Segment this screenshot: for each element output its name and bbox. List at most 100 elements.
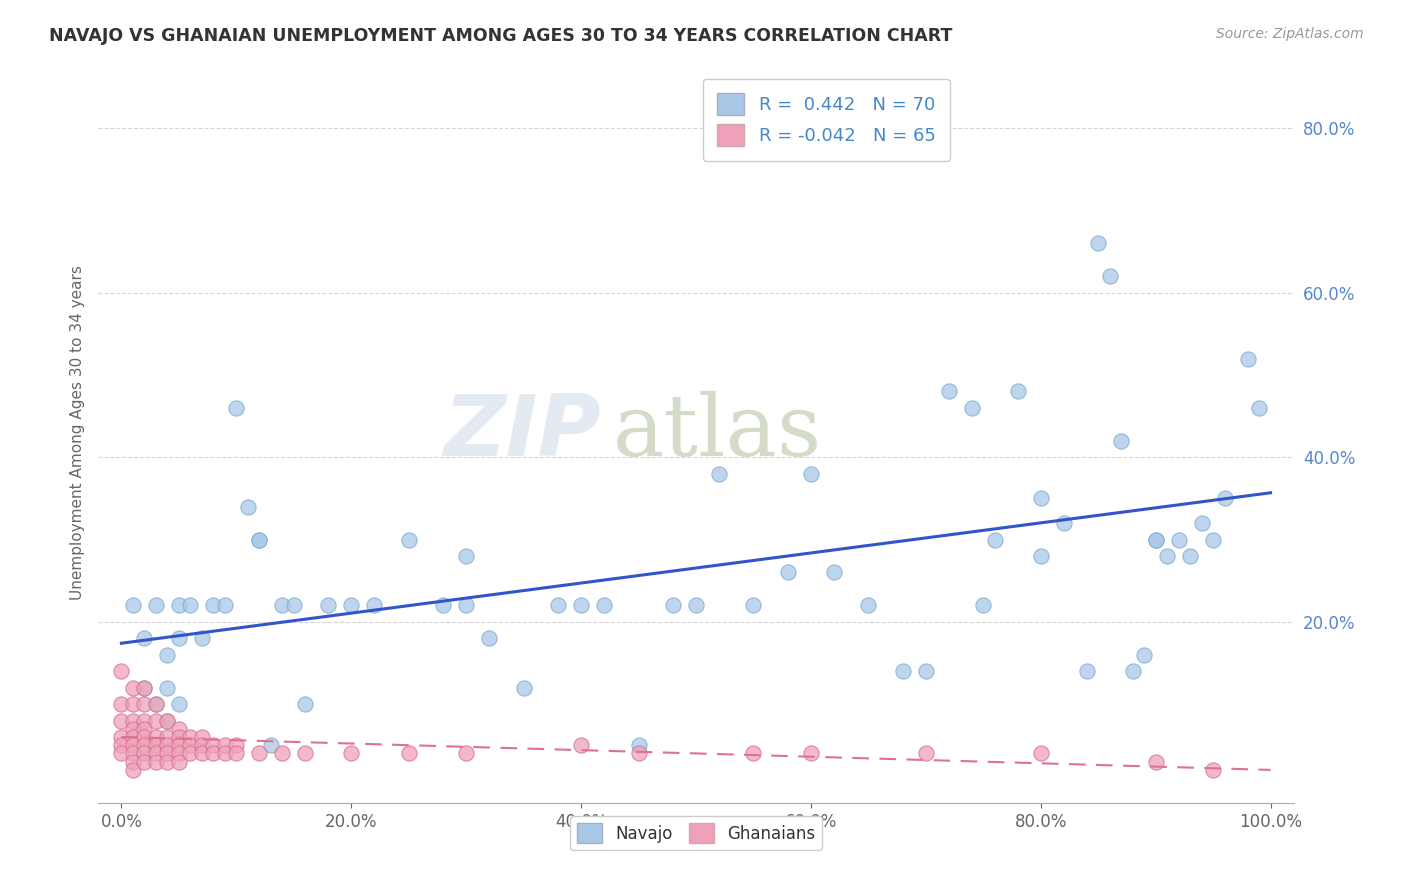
Point bbox=[1213, 491, 1236, 506]
Point bbox=[110, 730, 132, 744]
Point bbox=[156, 714, 179, 728]
Point bbox=[260, 738, 283, 752]
Point bbox=[294, 697, 316, 711]
Point bbox=[156, 730, 179, 744]
Point bbox=[1098, 269, 1121, 284]
Point bbox=[1109, 434, 1132, 448]
Point bbox=[202, 747, 225, 761]
Point bbox=[236, 500, 259, 514]
Point bbox=[134, 681, 156, 695]
Point bbox=[156, 681, 179, 695]
Point bbox=[225, 401, 247, 415]
Point bbox=[110, 714, 132, 728]
Text: atlas: atlas bbox=[613, 391, 821, 475]
Point bbox=[1076, 664, 1098, 678]
Point bbox=[191, 738, 214, 752]
Point bbox=[547, 599, 569, 613]
Point bbox=[156, 738, 179, 752]
Point bbox=[891, 664, 914, 678]
Point bbox=[145, 755, 167, 769]
Point bbox=[363, 599, 385, 613]
Point bbox=[1007, 384, 1029, 399]
Point bbox=[225, 738, 247, 752]
Point bbox=[1133, 648, 1156, 662]
Point bbox=[478, 632, 501, 646]
Point bbox=[984, 533, 1007, 547]
Point bbox=[1087, 236, 1109, 251]
Point bbox=[134, 714, 156, 728]
Point bbox=[134, 738, 156, 752]
Point bbox=[707, 467, 730, 481]
Point bbox=[1144, 755, 1167, 769]
Point bbox=[1156, 549, 1178, 563]
Point bbox=[340, 747, 363, 761]
Point bbox=[960, 401, 983, 415]
Point bbox=[914, 664, 936, 678]
Point bbox=[456, 747, 478, 761]
Point bbox=[972, 599, 994, 613]
Point bbox=[294, 747, 316, 761]
Point bbox=[271, 599, 294, 613]
Point bbox=[569, 738, 592, 752]
Point bbox=[110, 697, 132, 711]
Point bbox=[225, 747, 247, 761]
Point bbox=[685, 599, 707, 613]
Point bbox=[122, 714, 145, 728]
Point bbox=[191, 632, 214, 646]
Point bbox=[145, 697, 167, 711]
Legend: Navajo, Ghanaians: Navajo, Ghanaians bbox=[569, 816, 823, 850]
Point bbox=[914, 747, 936, 761]
Point bbox=[398, 533, 420, 547]
Point bbox=[134, 681, 156, 695]
Text: NAVAJO VS GHANAIAN UNEMPLOYMENT AMONG AGES 30 TO 34 YEARS CORRELATION CHART: NAVAJO VS GHANAIAN UNEMPLOYMENT AMONG AG… bbox=[49, 27, 953, 45]
Point bbox=[156, 714, 179, 728]
Point bbox=[742, 747, 765, 761]
Point bbox=[456, 549, 478, 563]
Point bbox=[145, 730, 167, 744]
Point bbox=[145, 599, 167, 613]
Point bbox=[800, 467, 823, 481]
Point bbox=[1202, 763, 1225, 777]
Point bbox=[122, 747, 145, 761]
Point bbox=[122, 599, 145, 613]
Point bbox=[1202, 533, 1225, 547]
Point bbox=[167, 738, 190, 752]
Point bbox=[1029, 549, 1052, 563]
Point bbox=[167, 730, 190, 744]
Y-axis label: Unemployment Among Ages 30 to 34 years: Unemployment Among Ages 30 to 34 years bbox=[69, 265, 84, 600]
Point bbox=[1029, 747, 1052, 761]
Point bbox=[122, 763, 145, 777]
Point bbox=[156, 755, 179, 769]
Point bbox=[134, 755, 156, 769]
Point bbox=[179, 747, 201, 761]
Point bbox=[214, 599, 236, 613]
Point bbox=[167, 747, 190, 761]
Text: ZIP: ZIP bbox=[443, 391, 600, 475]
Point bbox=[134, 632, 156, 646]
Point bbox=[134, 722, 156, 736]
Point bbox=[742, 599, 765, 613]
Point bbox=[1167, 533, 1189, 547]
Point bbox=[202, 738, 225, 752]
Point bbox=[122, 738, 145, 752]
Point bbox=[134, 697, 156, 711]
Point bbox=[145, 697, 167, 711]
Point bbox=[179, 730, 201, 744]
Point bbox=[134, 730, 156, 744]
Point bbox=[247, 533, 270, 547]
Point bbox=[247, 747, 270, 761]
Point bbox=[110, 738, 132, 752]
Point bbox=[122, 681, 145, 695]
Point bbox=[167, 697, 190, 711]
Point bbox=[167, 599, 190, 613]
Point bbox=[145, 747, 167, 761]
Point bbox=[1053, 516, 1076, 530]
Point bbox=[167, 632, 190, 646]
Point bbox=[122, 722, 145, 736]
Point bbox=[512, 681, 534, 695]
Point bbox=[283, 599, 305, 613]
Point bbox=[456, 599, 478, 613]
Point bbox=[247, 533, 270, 547]
Point bbox=[316, 599, 339, 613]
Point bbox=[122, 697, 145, 711]
